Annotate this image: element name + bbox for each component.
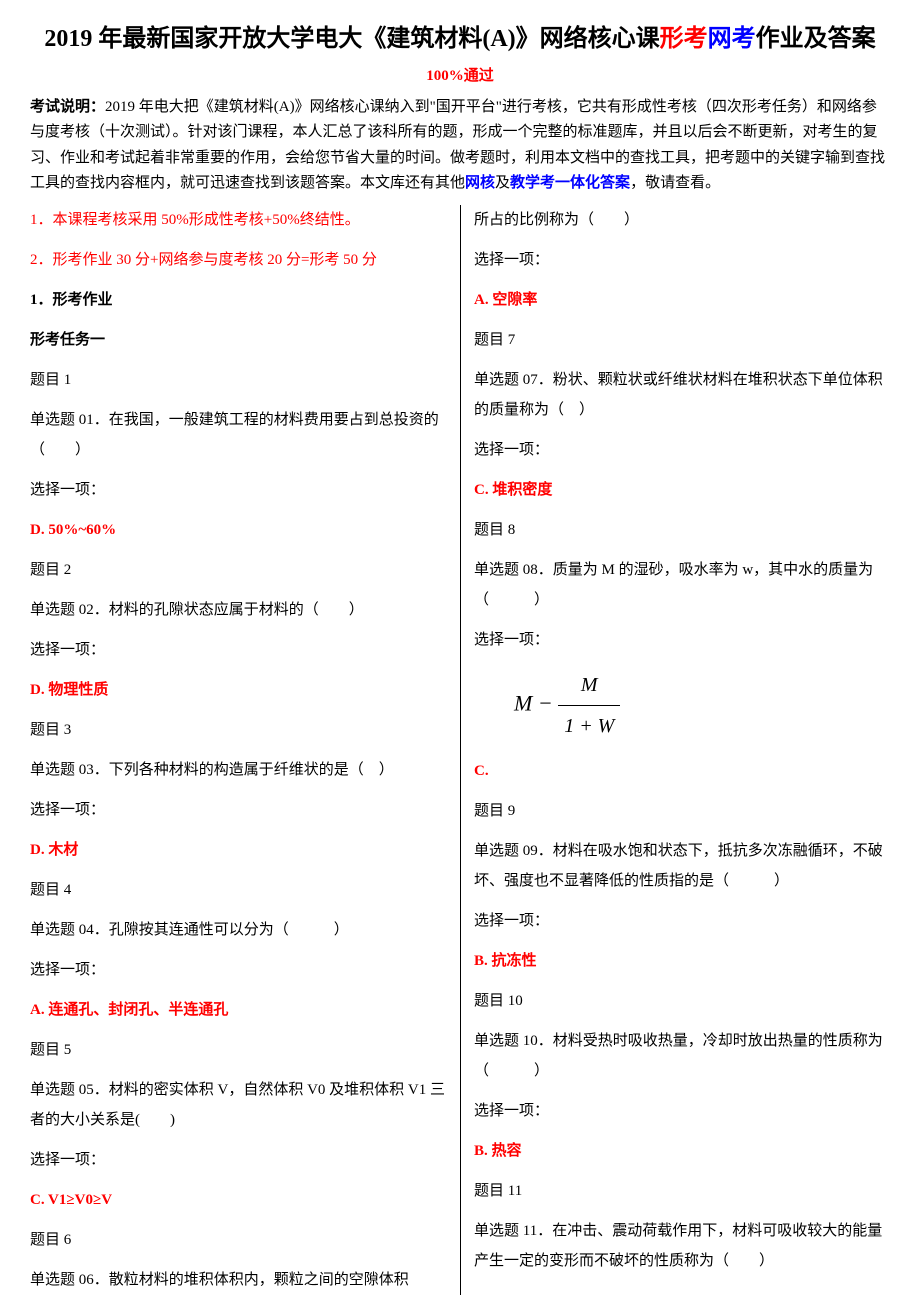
q5-text: 单选题 05．材料的密实体积 V，自然体积 V0 及堆积体积 V1 三者的大小关…	[30, 1075, 446, 1135]
q10-select: 选择一项：	[474, 1096, 890, 1126]
formula-fraction: M 1 + W	[558, 665, 620, 746]
title-suffix: 作业及答案	[756, 26, 876, 52]
content-columns: 1．本课程考核采用 50%形成性考核+50%终结性。 2．形考作业 30 分+网…	[30, 205, 890, 1296]
q6-answer: A. 空隙率	[474, 285, 890, 315]
title-red: 形考	[660, 26, 708, 52]
q1-heading: 题目 1	[30, 365, 446, 395]
q7-heading: 题目 7	[474, 325, 890, 355]
q5-answer: C. V1≥V0≥V	[30, 1185, 446, 1215]
q5-select: 选择一项：	[30, 1145, 446, 1175]
q4-heading: 题目 4	[30, 875, 446, 905]
q8-text: 单选题 08．质量为 M 的湿砂，吸水率为 w，其中水的质量为（ ）	[474, 555, 890, 615]
q2-answer: D. 物理性质	[30, 675, 446, 705]
page-title: 2019 年最新国家开放大学电大《建筑材料(A)》网络核心课形考网考作业及答案	[30, 20, 890, 58]
desc-mid: 及	[495, 175, 510, 191]
q10-heading: 题目 10	[474, 986, 890, 1016]
desc-label: 考试说明：	[30, 99, 105, 115]
q3-select: 选择一项：	[30, 795, 446, 825]
formula-den: 1 + W	[558, 706, 620, 746]
desc-blue2: 教学考一体化答案	[510, 175, 630, 191]
desc-blue1: 网核	[465, 175, 495, 191]
q2-text: 单选题 02．材料的孔隙状态应属于材料的（ ）	[30, 595, 446, 625]
q1-select: 选择一项：	[30, 475, 446, 505]
q5-heading: 题目 5	[30, 1035, 446, 1065]
formula-left: M	[514, 690, 532, 715]
q7-text: 单选题 07．粉状、颗粒状或纤维状材料在堆积状态下单位体积的质量称为（ ）	[474, 365, 890, 425]
q2-select: 选择一项：	[30, 635, 446, 665]
q8-select: 选择一项：	[474, 625, 890, 655]
q3-heading: 题目 3	[30, 715, 446, 745]
exam-description: 考试说明：2019 年电大把《建筑材料(A)》网络核心课纳入到"国开平台"进行考…	[30, 95, 890, 197]
note-1: 1．本课程考核采用 50%形成性考核+50%终结性。	[30, 205, 446, 235]
q9-select: 选择一项：	[474, 906, 890, 936]
q2-heading: 题目 2	[30, 555, 446, 585]
title-prefix: 2019 年最新国家开放大学电大《建筑材料(A)》网络核心课	[44, 26, 659, 52]
q9-text: 单选题 09．材料在吸水饱和状态下，抵抗多次冻融循环，不破坏、强度也不显著降低的…	[474, 836, 890, 896]
q8-heading: 题目 8	[474, 515, 890, 545]
q4-text: 单选题 04．孔隙按其连通性可以分为（ ）	[30, 915, 446, 945]
formula-op: −	[538, 690, 553, 715]
q8-answer: C.	[474, 756, 890, 786]
q8-formula: M − M 1 + W	[474, 665, 620, 746]
q6-text-2: 所占的比例称为（ ）	[474, 205, 890, 235]
q6-heading: 题目 6	[30, 1225, 446, 1255]
q10-answer: B. 热容	[474, 1136, 890, 1166]
desc-body2: ，敬请查看。	[630, 175, 720, 191]
q9-answer: B. 抗冻性	[474, 946, 890, 976]
note-2: 2．形考作业 30 分+网络参与度考核 20 分=形考 50 分	[30, 245, 446, 275]
task-1: 形考任务一	[30, 325, 446, 355]
pass-rate: 100%通过	[30, 62, 890, 91]
q11-heading: 题目 11	[474, 1176, 890, 1206]
q1-answer: D. 50%~60%	[30, 515, 446, 545]
q7-select: 选择一项：	[474, 435, 890, 465]
q1-text: 单选题 01．在我国，一般建筑工程的材料费用要占到总投资的（ ）	[30, 405, 446, 465]
q8-formula-block: M − M 1 + W C.	[474, 665, 890, 786]
q6-text-1: 单选题 06．散粒材料的堆积体积内，颗粒之间的空隙体积	[30, 1265, 446, 1295]
q3-answer: D. 木材	[30, 835, 446, 865]
q7-answer: C. 堆积密度	[474, 475, 890, 505]
formula-num: M	[558, 665, 620, 706]
q10-text: 单选题 10．材料受热时吸收热量，冷却时放出热量的性质称为（ ）	[474, 1026, 890, 1086]
q9-heading: 题目 9	[474, 796, 890, 826]
q4-select: 选择一项：	[30, 955, 446, 985]
q11-text: 单选题 11．在冲击、震动荷载作用下，材料可吸收较大的能量产生一定的变形而不破坏…	[474, 1216, 890, 1276]
desc-body1: 2019 年电大把《建筑材料(A)》网络核心课纳入到"国开平台"进行考核，它共有…	[30, 99, 885, 192]
title-blue: 网考	[708, 26, 756, 52]
q3-text: 单选题 03．下列各种材料的构造属于纤维状的是（ ）	[30, 755, 446, 785]
q4-answer: A. 连通孔、封闭孔、半连通孔	[30, 995, 446, 1025]
q6-select: 选择一项：	[474, 245, 890, 275]
section-1: 1．形考作业	[30, 285, 446, 315]
